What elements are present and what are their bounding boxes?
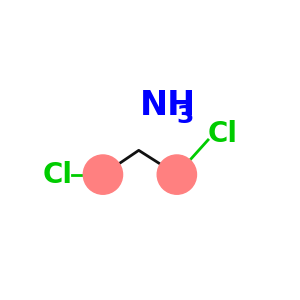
Text: Cl: Cl xyxy=(43,160,73,189)
Circle shape xyxy=(83,155,123,194)
Text: Cl: Cl xyxy=(208,120,238,148)
Text: 3: 3 xyxy=(176,104,194,128)
Circle shape xyxy=(157,155,197,194)
Text: NH: NH xyxy=(140,89,196,122)
